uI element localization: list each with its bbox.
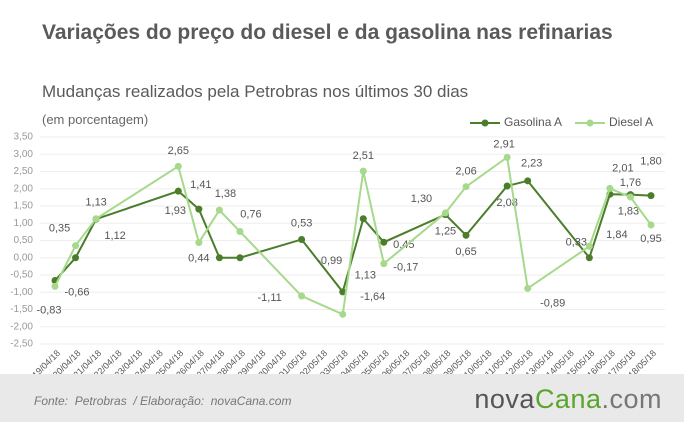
data-point (359, 167, 367, 175)
data-label: 0,33 (566, 236, 587, 248)
data-label: 1,80 (640, 156, 661, 168)
data-point (215, 254, 223, 262)
data-point (236, 228, 244, 236)
footer: Fonte: Petrobras / Elaboração: novaCana.… (0, 374, 684, 422)
chart-subtitle: Mudanças realizados pela Petrobras nos ú… (42, 82, 469, 101)
data-label: 1,30 (411, 193, 432, 205)
y-tick-label: 1,00 (14, 218, 34, 229)
legend-marker (481, 119, 489, 127)
data-label: 1,13 (355, 270, 376, 282)
legend-label: Diesel A (609, 115, 653, 129)
y-tick-label: -1,50 (10, 304, 33, 315)
chart: -2,50 -2,00 -1,50 -1,00 -0,50 0,00 0,50 1,00 1,5… (10, 115, 665, 374)
data-point (51, 282, 59, 290)
data-point (524, 177, 532, 185)
data-label: 0,76 (240, 208, 261, 220)
y-tick-label: 0,50 (14, 235, 34, 246)
data-label: 2,91 (493, 138, 514, 150)
legend-label: Gasolina A (504, 115, 562, 129)
data-label: 0,53 (291, 217, 312, 229)
data-point (72, 242, 80, 250)
data-label: 0,44 (188, 252, 209, 264)
data-label: 1,25 (435, 226, 456, 238)
data-label: 0,65 (455, 246, 476, 258)
data-label: -0,89 (540, 297, 565, 309)
data-label: 0,35 (49, 223, 70, 235)
data-point (585, 242, 593, 250)
data-point (585, 254, 593, 262)
data-label: 1,83 (618, 206, 639, 218)
data-label: -0,83 (36, 304, 61, 316)
y-tick-label: -2,00 (10, 321, 33, 332)
data-label: 1,41 (190, 179, 211, 191)
data-point (195, 239, 203, 247)
y-tick-label: 1,50 (14, 201, 34, 212)
data-point (92, 215, 100, 223)
data-label: -0,99 (317, 255, 342, 267)
data-point (298, 292, 306, 300)
data-point (215, 206, 223, 214)
data-point (298, 235, 306, 243)
data-point (195, 205, 203, 213)
data-point (524, 284, 532, 292)
data-point (359, 215, 367, 223)
source-note: Fonte: Petrobras / Elaboração: novaCana.… (34, 394, 292, 408)
data-point (380, 260, 388, 268)
legend-marker (586, 119, 594, 127)
data-point (503, 153, 511, 161)
data-point (174, 187, 182, 195)
data-point (647, 192, 655, 200)
data-label: -0,66 (64, 286, 89, 298)
series-line (54, 155, 652, 316)
data-point (339, 288, 347, 296)
data-label: 2,51 (353, 150, 374, 162)
logo: novaCana.com (474, 384, 662, 415)
data-label: 2,65 (168, 145, 189, 157)
data-label: 1,93 (165, 205, 186, 217)
y-tick-label: -1,00 (10, 287, 33, 298)
data-label: -1,11 (257, 292, 281, 304)
data-point (380, 238, 388, 246)
data-label: 1,38 (215, 188, 236, 200)
y-tick-label: 2,00 (14, 183, 34, 194)
data-point (236, 254, 244, 262)
chart-title: Variações do preço do diesel e da gasoli… (42, 21, 613, 44)
y-tick-label: 2,50 (14, 166, 34, 177)
data-point (441, 209, 449, 217)
y-axis-label: (em porcentagem) (42, 112, 149, 127)
data-point (339, 310, 347, 318)
y-tick-label: 0,00 (14, 252, 34, 263)
data-point (647, 221, 655, 229)
data-point (462, 183, 470, 191)
y-tick-label: 3,00 (14, 149, 34, 160)
data-point (503, 182, 511, 190)
data-point (174, 162, 182, 170)
logo-part: nova (474, 384, 535, 414)
data-label: -1,64 (360, 291, 385, 303)
data-point (606, 184, 614, 192)
data-label: -0,17 (393, 262, 418, 274)
data-label: 2,23 (521, 158, 542, 170)
data-label: 2,06 (455, 166, 476, 178)
data-label: 0,95 (640, 233, 661, 245)
data-label: 2,01 (612, 162, 633, 174)
y-tick-label: -0,50 (10, 270, 33, 281)
data-label: 1,84 (606, 229, 627, 241)
data-label: 1,12 (104, 230, 125, 242)
y-tick-label: 3,50 (14, 132, 34, 143)
data-point (626, 193, 634, 201)
data-point (462, 231, 470, 239)
data-label: 1,13 (85, 197, 106, 209)
logo-part: .com (601, 384, 662, 414)
y-tick-label: -2,50 (10, 339, 33, 350)
data-label: 2,08 (496, 197, 517, 209)
data-label: 1,76 (620, 177, 641, 189)
data-point (72, 254, 80, 262)
logo-part: Cana (534, 384, 602, 414)
